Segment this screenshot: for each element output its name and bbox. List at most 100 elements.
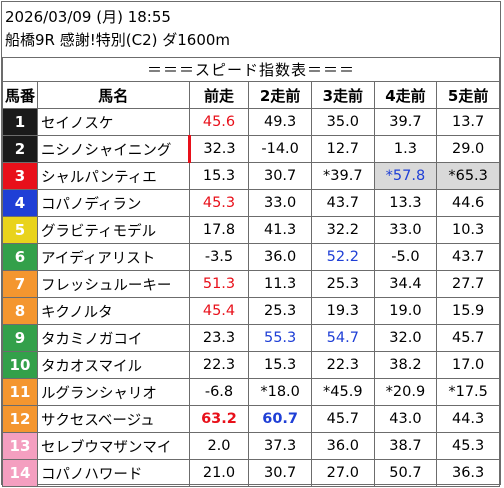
speed-index-cell: 50.7 [373, 459, 438, 487]
table-row: 5 グラビティモデル 17.8 41.3 32.2 33.0 10.3 [2, 216, 500, 244]
speed-index-cell: -3.5 [188, 243, 250, 271]
table-row: 11 ルグランシャリオ -6.8 *18.0 *45.9 *20.9 *17.5 [2, 378, 500, 406]
speed-index-cell: 33.0 [248, 189, 312, 217]
speed-index-cell: 15.9 [436, 297, 500, 325]
horse-name: サクセスベージュ [36, 405, 190, 433]
speed-index-cell: 34.4 [373, 270, 438, 298]
horse-number: 1 [2, 108, 38, 136]
speed-index-cell: 22.3 [188, 351, 250, 379]
horse-name: ニシノシャイニング [36, 135, 191, 163]
col-header-number: 馬番 [2, 81, 38, 109]
table-row: 1 セイノスケ 45.6 49.3 35.0 39.7 13.7 [2, 108, 500, 136]
speed-index-cell: 30.7 [248, 459, 312, 487]
horse-number: 7 [2, 270, 38, 298]
speed-index-table: ＝＝＝スピード指数表＝＝＝ 馬番 馬名 前走 2走前 3走前 4走前 5走前 1… [2, 57, 500, 487]
horse-number: 11 [2, 378, 38, 406]
speed-index-cell: -6.8 [188, 378, 250, 406]
horse-name: ルグランシャリオ [36, 378, 190, 406]
speed-index-cell: 45.3 [436, 432, 500, 460]
speed-index-cell: 39.7 [373, 108, 438, 136]
speed-index-cell: 54.7 [310, 324, 375, 352]
speed-index-cell: 37.3 [248, 432, 312, 460]
horse-number: 9 [2, 324, 38, 352]
speed-index-cell: 43.0 [373, 405, 438, 433]
col-header-name: 馬名 [36, 81, 190, 109]
speed-index-cell: 11.3 [248, 270, 312, 298]
speed-index-cell: 51.3 [188, 270, 250, 298]
speed-index-cell: 52.2 [310, 243, 375, 271]
table-row: 7 フレッシュルーキー 51.3 11.3 25.3 34.4 27.7 [2, 270, 500, 298]
speed-index-cell: 27.0 [310, 459, 375, 487]
table-row: 10 タカオスマイル 22.3 15.3 22.3 38.2 17.0 [2, 351, 500, 379]
speed-index-cell: 36.0 [248, 243, 312, 271]
speed-index-cell: 32.0 [373, 324, 438, 352]
speed-index-cell: 44.3 [436, 405, 500, 433]
table-row: 12 サクセスベージュ 63.2 60.7 45.7 43.0 44.3 [2, 405, 500, 433]
horse-number: 4 [2, 189, 38, 217]
speed-index-cell: 25.3 [248, 297, 312, 325]
speed-index-cell: 22.3 [310, 351, 375, 379]
race-datetime: 2026/03/09 (月) 18:55 [5, 8, 171, 26]
speed-index-cell: *65.3 [436, 162, 500, 190]
col-header-4th: 4走前 [373, 81, 438, 109]
horse-name: タカオスマイル [36, 351, 190, 379]
horse-name: コパノディラン [36, 189, 190, 217]
horse-number: 13 [2, 432, 38, 460]
table-title: ＝＝＝スピード指数表＝＝＝ [2, 57, 500, 82]
speed-index-cell: *39.7 [310, 162, 375, 190]
speed-index-cell: *18.0 [248, 378, 312, 406]
horse-number: 3 [2, 162, 38, 190]
speed-index-cell: *17.5 [436, 378, 500, 406]
speed-index-cell: 12.7 [310, 135, 375, 163]
speed-index-cell: 21.0 [188, 459, 250, 487]
speed-index-cell: 45.7 [436, 324, 500, 352]
col-header-last: 前走 [188, 81, 250, 109]
horse-number: 6 [2, 243, 38, 271]
speed-index-cell: 27.7 [436, 270, 500, 298]
speed-index-cell: 23.3 [188, 324, 250, 352]
speed-index-cell: 25.3 [310, 270, 375, 298]
speed-index-cell: 1.3 [373, 135, 438, 163]
horse-name: セイノスケ [36, 108, 190, 136]
horse-number: 12 [2, 405, 38, 433]
table-row: 6 アイディアリスト -3.5 36.0 52.2 -5.0 43.7 [2, 243, 500, 271]
speed-index-cell: 36.3 [436, 459, 500, 487]
horse-name: セレブウマザンマイ [36, 432, 190, 460]
speed-index-cell: 43.7 [310, 189, 375, 217]
speed-index-cell: 32.2 [310, 216, 375, 244]
speed-index-cell: -5.0 [373, 243, 438, 271]
speed-index-cell: 35.0 [310, 108, 375, 136]
horse-number: 14 [2, 459, 38, 487]
col-header-2nd: 2走前 [248, 81, 312, 109]
speed-index-cell: 60.7 [248, 405, 312, 433]
speed-index-cell: 2.0 [188, 432, 250, 460]
speed-index-cell: 36.0 [310, 432, 375, 460]
speed-index-cell: 38.7 [373, 432, 438, 460]
speed-index-cell: 49.3 [248, 108, 312, 136]
speed-index-cell: 33.0 [373, 216, 438, 244]
speed-index-cell: 63.2 [188, 405, 250, 433]
speed-index-cell: 15.3 [248, 351, 312, 379]
table-row: 2 ニシノシャイニング 32.3 -14.0 12.7 1.3 29.0 [2, 135, 500, 163]
speed-index-cell: 32.3 [188, 135, 250, 163]
speed-index-cell: *57.8 [373, 162, 438, 190]
horse-number: 5 [2, 216, 38, 244]
speed-index-cell: *20.9 [373, 378, 438, 406]
col-header-5th: 5走前 [436, 81, 500, 109]
speed-index-cell: *45.9 [310, 378, 375, 406]
speed-index-cell: 55.3 [248, 324, 312, 352]
horse-number: 2 [2, 135, 38, 163]
speed-index-cell: 45.4 [188, 297, 250, 325]
table-row: 8 キクノルタ 45.4 25.3 19.3 19.0 15.9 [2, 297, 500, 325]
horse-name: コパノハワード [36, 459, 190, 487]
race-title: 船橋9R 感謝!特別(C2) ダ1600m [5, 31, 231, 49]
horse-name: アイディアリスト [36, 243, 190, 271]
speed-index-cell: 44.6 [436, 189, 500, 217]
speed-index-cell: 45.7 [310, 405, 375, 433]
table-row: 14 コパノハワード 21.0 30.7 27.0 50.7 36.3 [2, 459, 500, 487]
speed-index-cell: 17.8 [188, 216, 250, 244]
horse-number: 8 [2, 297, 38, 325]
speed-index-cell: 38.2 [373, 351, 438, 379]
speed-index-cell: -14.0 [248, 135, 312, 163]
